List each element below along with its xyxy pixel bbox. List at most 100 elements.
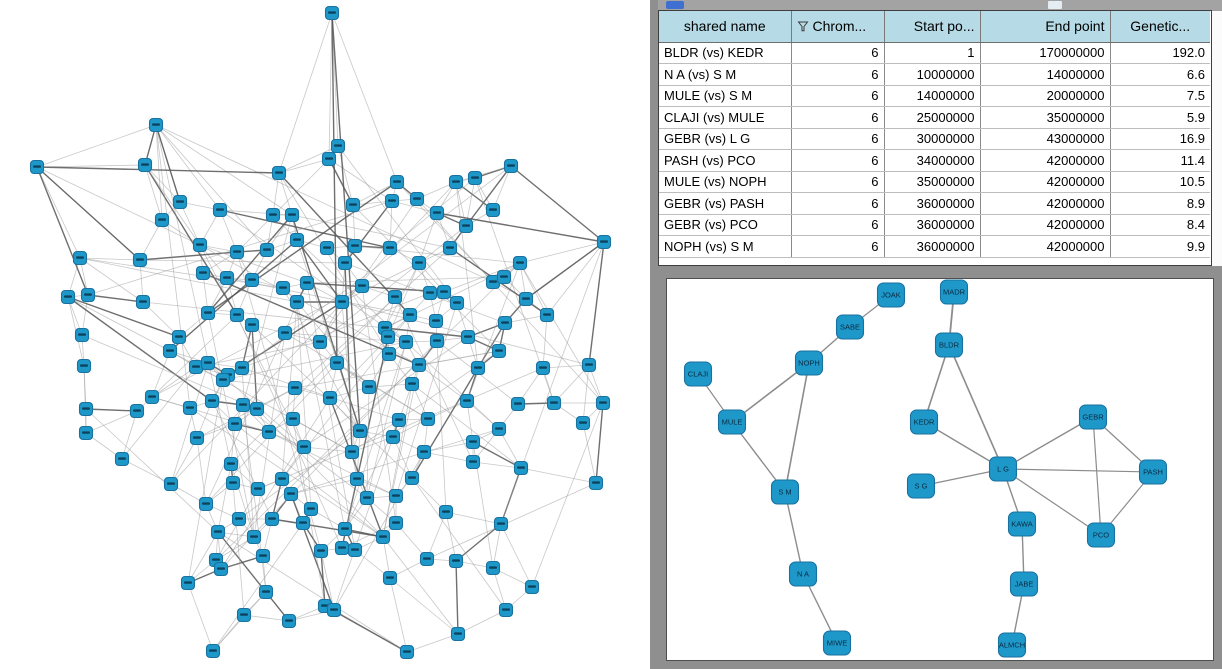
network-node[interactable]: [244, 272, 260, 288]
network-node[interactable]: [172, 194, 188, 210]
network-node[interactable]: [337, 521, 353, 537]
network-node[interactable]: [448, 553, 464, 569]
network-node[interactable]: [78, 425, 94, 441]
network-node[interactable]: [411, 255, 427, 271]
network-node[interactable]: [581, 357, 597, 373]
table-cell[interactable]: 35000000: [980, 106, 1111, 129]
network-node[interactable]: [60, 289, 76, 305]
network-node[interactable]: [467, 170, 483, 186]
network-node[interactable]: [420, 411, 436, 427]
network-node[interactable]: [281, 613, 297, 629]
network-node[interactable]: [255, 548, 271, 564]
network-node[interactable]: [465, 434, 481, 450]
network-node[interactable]: [229, 307, 245, 323]
table-cell[interactable]: MULE (vs) NOPH: [659, 171, 792, 193]
table-cell[interactable]: 6.6: [1110, 63, 1210, 86]
network-node[interactable]: [524, 579, 540, 595]
table-cell[interactable]: 6: [791, 214, 885, 236]
subnetwork-node-MIWE[interactable]: MIWE: [822, 630, 852, 656]
network-node[interactable]: [234, 360, 250, 376]
network-node[interactable]: [162, 343, 178, 359]
network-node[interactable]: [250, 481, 266, 497]
network-node[interactable]: [258, 584, 274, 600]
subnetwork-edge-NOPH-MULE[interactable]: [731, 362, 810, 423]
network-node[interactable]: [436, 284, 452, 300]
network-node[interactable]: [359, 490, 375, 506]
subnetwork-node-SM[interactable]: S M: [770, 479, 800, 505]
table-row[interactable]: PASH (vs) PCO 6 34000000 42000000 11.4: [659, 149, 1210, 172]
network-node[interactable]: [428, 313, 444, 329]
network-node[interactable]: [249, 401, 265, 417]
network-node[interactable]: [321, 151, 337, 167]
network-node[interactable]: [244, 317, 260, 333]
subnetwork-node-SABE[interactable]: SABE: [835, 314, 865, 340]
network-node[interactable]: [322, 390, 338, 406]
network-node[interactable]: [575, 415, 591, 431]
table-cell[interactable]: 6: [791, 149, 885, 172]
network-node[interactable]: [195, 265, 211, 281]
table-cell[interactable]: 6: [791, 128, 885, 150]
network-node[interactable]: [450, 626, 466, 642]
network-node[interactable]: [326, 602, 342, 618]
table-cell[interactable]: PASH (vs) PCO: [659, 149, 792, 172]
table-row[interactable]: NOPH (vs) S M 6 36000000 42000000 9.9: [659, 235, 1210, 258]
table-row[interactable]: N A (vs) S M 6 10000000 14000000 6.6: [659, 63, 1210, 86]
table-row[interactable]: BLDR (vs) KEDR 6 1 170000000 192.0: [659, 42, 1210, 64]
table-cell[interactable]: 6: [791, 171, 885, 193]
network-node[interactable]: [329, 355, 345, 371]
subnetwork-node-KAWA[interactable]: KAWA: [1007, 511, 1037, 537]
network-node[interactable]: [312, 334, 328, 350]
network-node[interactable]: [215, 372, 231, 388]
network-node[interactable]: [442, 240, 458, 256]
network-node[interactable]: [303, 501, 319, 517]
table-cell[interactable]: 5.9: [1110, 106, 1210, 129]
table-cell[interactable]: 36000000: [884, 235, 981, 258]
network-node[interactable]: [388, 488, 404, 504]
network-node[interactable]: [404, 376, 420, 392]
table-cell[interactable]: MULE (vs) S M: [659, 85, 792, 107]
network-node[interactable]: [261, 424, 277, 440]
network-node[interactable]: [180, 575, 196, 591]
table-cell[interactable]: 6: [791, 63, 885, 86]
network-node[interactable]: [114, 451, 130, 467]
table-cell[interactable]: 9.9: [1110, 235, 1210, 258]
network-node[interactable]: [470, 360, 486, 376]
network-node[interactable]: [76, 358, 92, 374]
network-node[interactable]: [402, 307, 418, 323]
table-cell[interactable]: 35000000: [884, 171, 981, 193]
network-node[interactable]: [189, 430, 205, 446]
network-node[interactable]: [459, 393, 475, 409]
subnetwork-node-GEBR[interactable]: GEBR: [1078, 404, 1108, 430]
network-node[interactable]: [337, 255, 353, 271]
network-node[interactable]: [518, 291, 534, 307]
network-node[interactable]: [347, 542, 363, 558]
subnetwork-node-NOPH[interactable]: NOPH: [794, 350, 824, 376]
network-node[interactable]: [510, 396, 526, 412]
network-node[interactable]: [539, 307, 555, 323]
table-cell[interactable]: 10.5: [1110, 171, 1210, 193]
network-node[interactable]: [382, 240, 398, 256]
network-node[interactable]: [299, 275, 315, 291]
table-row[interactable]: GEBR (vs) PCO 6 36000000 42000000 8.4: [659, 214, 1210, 236]
network-node[interactable]: [283, 486, 299, 502]
network-node[interactable]: [231, 511, 247, 527]
table-cell[interactable]: GEBR (vs) PASH: [659, 192, 792, 215]
network-node[interactable]: [496, 269, 512, 285]
network-node[interactable]: [285, 411, 301, 427]
network-node[interactable]: [399, 644, 415, 660]
subnetwork-edge-LG-PCO[interactable]: [1002, 468, 1102, 536]
network-node[interactable]: [485, 560, 501, 576]
network-node[interactable]: [74, 327, 90, 343]
network-node[interactable]: [265, 207, 281, 223]
network-node[interactable]: [354, 278, 370, 294]
network-node[interactable]: [419, 551, 435, 567]
table-cell[interactable]: 10000000: [884, 63, 981, 86]
network-node[interactable]: [198, 496, 214, 512]
network-node[interactable]: [235, 397, 251, 413]
network-node[interactable]: [154, 212, 170, 228]
network-node[interactable]: [277, 325, 293, 341]
subnetwork-node-LG[interactable]: L G: [988, 456, 1018, 482]
subnetwork-node-NA[interactable]: N A: [788, 561, 818, 587]
network-node[interactable]: [391, 412, 407, 428]
filter-funnel-icon[interactable]: [796, 21, 809, 32]
